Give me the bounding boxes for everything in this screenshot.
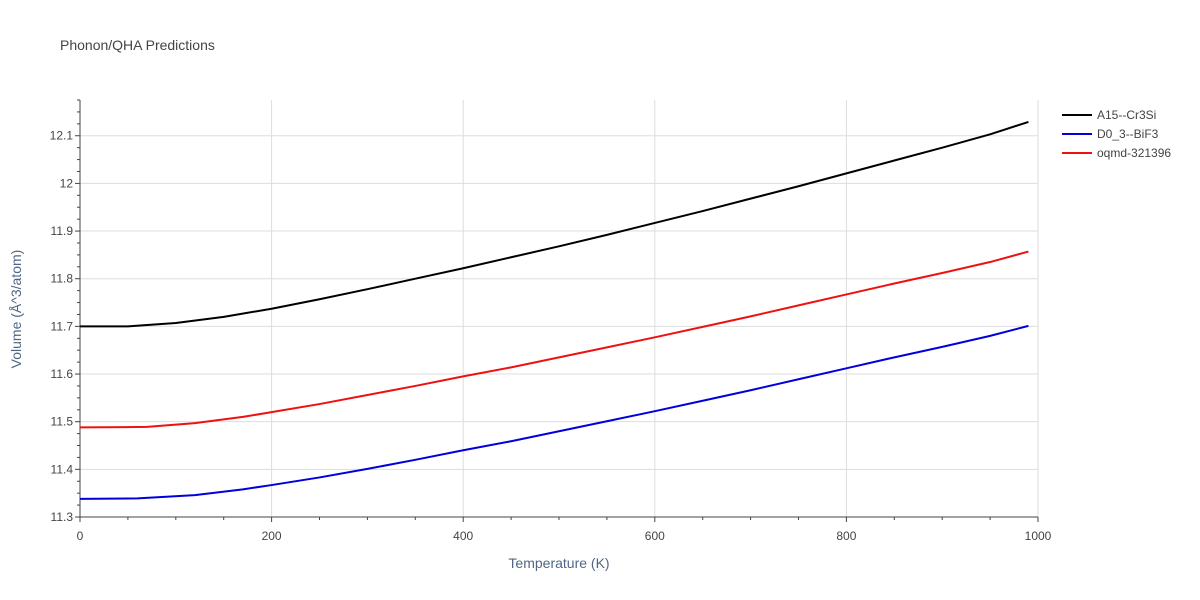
y-tick-label: 11.4: [51, 462, 74, 476]
y-tick-label: 11.3: [51, 510, 74, 524]
legend-item[interactable]: D0_3--BiF3: [1062, 127, 1159, 141]
y-tick-label: 12.1: [50, 129, 74, 143]
series-line-2: [79, 324, 1029, 500]
y-tick-label: 12: [60, 176, 74, 190]
y-tick-label: 11.9: [51, 224, 74, 238]
x-axis-title: Temperature (K): [508, 555, 609, 571]
x-tick-label: 600: [645, 529, 665, 543]
series-lines: [79, 120, 1029, 500]
series-line-3: [79, 250, 1029, 429]
y-axis-title: Volume (Å^3/atom): [8, 250, 24, 369]
x-tick-label: 800: [836, 529, 856, 543]
x-tick-label: 1000: [1025, 529, 1052, 543]
y-axis-ticks: 11.3 11.4 11.5 11.6 11.7 11.8 11.9 12 12.1: [50, 99, 80, 524]
chart-title: Phonon/QHA Predictions: [60, 37, 215, 53]
series-line-1: [80, 120, 1029, 328]
legend-label: oqmd-321396: [1097, 146, 1171, 160]
x-tick-label: 0: [77, 529, 84, 543]
y-tick-label: 11.8: [51, 272, 74, 286]
legend-label: A15--Cr3Si: [1097, 108, 1156, 122]
y-tick-label: 11.7: [51, 319, 74, 333]
legend-item[interactable]: A15--Cr3Si: [1062, 108, 1156, 122]
x-tick-label: 200: [262, 529, 282, 543]
legend[interactable]: A15--Cr3Si D0_3--BiF3 oqmd-321396: [1062, 108, 1171, 160]
x-axis-ticks: 0 200 400 600 800 1000: [77, 517, 1052, 543]
legend-label: D0_3--BiF3: [1097, 127, 1159, 141]
x-tick-label: 400: [453, 529, 473, 543]
y-tick-label: 11.6: [51, 367, 74, 381]
y-tick-label: 11.5: [51, 415, 74, 429]
legend-item[interactable]: oqmd-321396: [1062, 146, 1171, 160]
